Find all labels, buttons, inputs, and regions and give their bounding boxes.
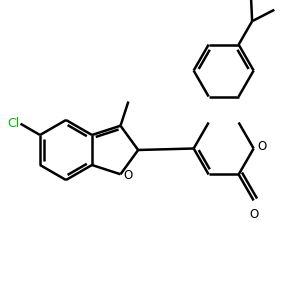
- Text: O: O: [249, 208, 258, 221]
- Text: O: O: [257, 140, 266, 154]
- Text: O: O: [124, 169, 133, 182]
- Text: Cl: Cl: [7, 117, 19, 130]
